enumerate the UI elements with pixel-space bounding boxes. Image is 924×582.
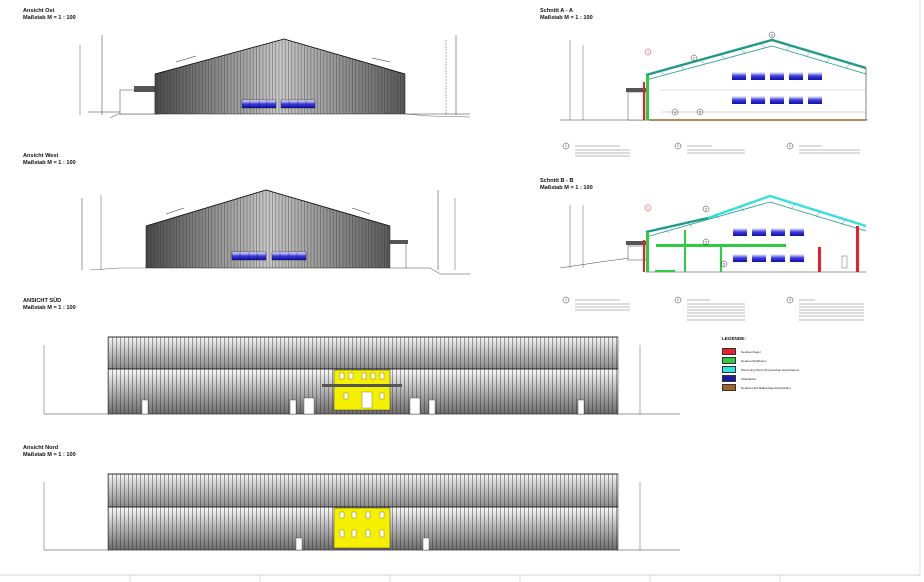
- section-a-marker-5: 5: [699, 110, 701, 114]
- title-ansicht-ost: Ansicht Ost Maßstab M = 1 : 100: [23, 8, 76, 22]
- nord-title: Ansicht Nord: [23, 445, 59, 451]
- legend-item-holz: Neubau Holz Balkenlage/Holzständer: [722, 383, 868, 392]
- legend-heading: LEGENDE:: [722, 336, 746, 341]
- legend-label-stahlbeton: Neubau Stahlbeton: [741, 358, 767, 363]
- note-b-marker-2: 2: [677, 298, 679, 302]
- section-a-marker-2: 2: [693, 56, 695, 60]
- schnitt-a-scale: Maßstab M = 1 : 100: [540, 15, 593, 21]
- section-a-windows: [732, 72, 822, 104]
- legend-swatch-holz: [722, 384, 736, 391]
- ost-scale: Maßstab M = 1 : 100: [23, 15, 76, 21]
- sued-title: ANSICHT SÜD: [23, 298, 62, 304]
- legend-label-ziegel: Neubau Ziegel: [741, 349, 761, 354]
- title-schnitt-a: Schnitt A - A Maßstab M = 1 : 100: [540, 8, 593, 22]
- legend-label-daemmung: Dämmung Panel (Polyurethan-Hartschaum): [741, 367, 800, 372]
- section-b-windows: [733, 228, 804, 262]
- schnitt-a-title: Schnitt A - A: [540, 8, 573, 14]
- nord-scale: Maßstab M = 1 : 100: [23, 452, 76, 458]
- ost-title: Ansicht Ost: [23, 8, 55, 14]
- section-b-marker-1: 1: [647, 206, 649, 210]
- legend-label-holz: Neubau Holz Balkenlage/Holzständer: [741, 385, 791, 390]
- elevation-nord: [43, 473, 680, 551]
- legend-swatch-glas: [722, 375, 736, 382]
- note-b-marker-1: 1: [565, 298, 567, 302]
- legend-item-glas: Glasdächer: [722, 374, 868, 383]
- west-title: Ansicht West: [23, 153, 59, 159]
- elevation-west: [81, 189, 470, 275]
- note-a-marker-3: 3: [789, 144, 791, 148]
- section-a: 1 2 3 4 5: [560, 31, 868, 121]
- elevation-ost: [79, 35, 471, 119]
- note-b-marker-3: 3: [789, 298, 791, 302]
- elevation-sued: [43, 336, 680, 415]
- legend: LEGENDE: Neubau Ziegel Neubau Stahlbeton…: [722, 336, 868, 392]
- schnitt-b-title: Schnitt B - B: [540, 178, 574, 184]
- section-b-marker-2: 2: [705, 207, 707, 211]
- section-a-notes: 1 2 3: [562, 142, 860, 157]
- legend-item-daemmung: Dämmung Panel (Polyurethan-Hartschaum): [722, 365, 868, 374]
- legend-swatch-daemmung: [722, 366, 736, 373]
- legend-label-glas: Glasdächer: [741, 376, 757, 381]
- sued-scale: Maßstab M = 1 : 100: [23, 305, 76, 311]
- section-a-marker-4: 4: [674, 110, 676, 114]
- west-scale: Maßstab M = 1 : 100: [23, 160, 76, 166]
- note-a-marker-2: 2: [677, 144, 679, 148]
- section-b-marker-3: 3: [705, 240, 707, 244]
- section-a-marker-3: 3: [771, 33, 773, 37]
- schnitt-b-scale: Maßstab M = 1 : 100: [540, 185, 593, 191]
- section-b-notes: 1 2 3: [562, 296, 864, 321]
- section-b: 1 2 3 5: [559, 194, 867, 273]
- legend-swatch-stahlbeton: [722, 357, 736, 364]
- section-a-marker-1: 1: [647, 50, 649, 54]
- legend-item-stahlbeton: Neubau Stahlbeton: [722, 356, 868, 365]
- title-ansicht-west: Ansicht West Maßstab M = 1 : 100: [23, 153, 76, 167]
- section-b-marker-5: 5: [723, 262, 725, 266]
- note-a-marker-1: 1: [565, 144, 567, 148]
- title-ansicht-sued: ANSICHT SÜD Maßstab M = 1 : 100: [23, 298, 76, 312]
- title-ansicht-nord: Ansicht Nord Maßstab M = 1 : 100: [23, 445, 76, 459]
- title-schnitt-b: Schnitt B - B Maßstab M = 1 : 100: [540, 178, 593, 192]
- legend-item-ziegel: Neubau Ziegel: [722, 347, 868, 356]
- legend-swatch-ziegel: [722, 348, 736, 355]
